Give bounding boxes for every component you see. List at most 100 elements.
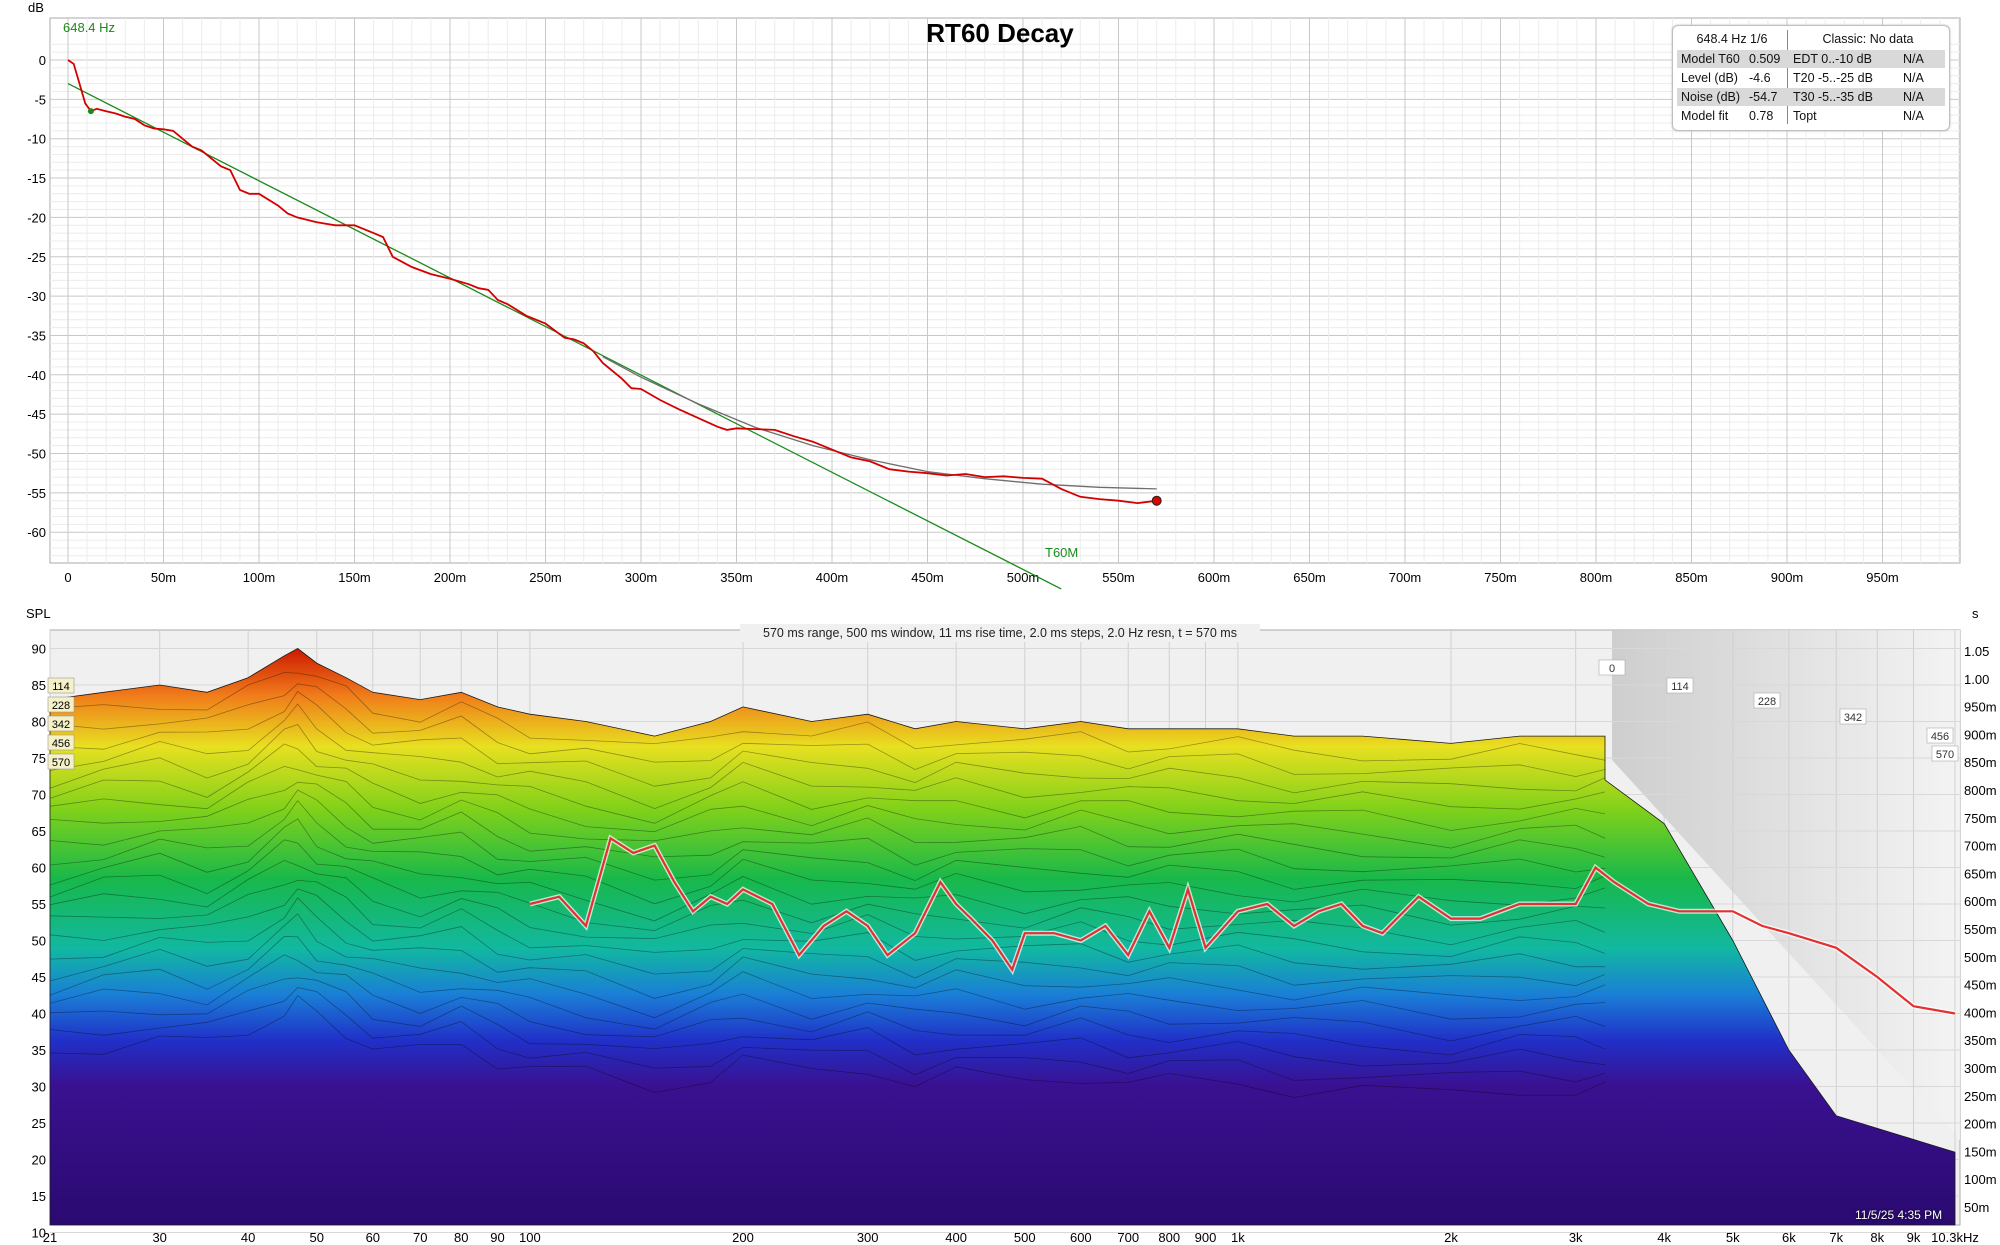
right-tick-label: 700m: [1964, 839, 1997, 854]
decay-curve-line: [67, 59, 1157, 505]
y-tick-label: -25: [27, 250, 46, 265]
y-tick-label: 90: [32, 642, 46, 657]
slice-tag-box: [47, 753, 75, 770]
x-tick-label: 400: [945, 1230, 967, 1245]
info-key: Model T60: [1681, 52, 1740, 66]
slice-line: [49, 897, 1606, 1002]
timestamp: 11/5/25 4:35 PM: [1855, 1208, 1943, 1222]
slice-tag-box: [1666, 677, 1694, 694]
slice-line: [49, 789, 1606, 890]
right-tick-label: 150m: [1964, 1144, 1997, 1159]
x-tick-label: 200m: [434, 570, 467, 585]
x-tick-label: 3k: [1569, 1230, 1583, 1245]
x-tick-label: 600: [1070, 1230, 1092, 1245]
info-key: Model fit: [1681, 109, 1729, 123]
rt60-y-ticks: 0 -5 -10 -15 -20 -25 -30 -35 -40 -45 -50 -55 -60: [27, 53, 46, 540]
x-tick-label: 100: [519, 1230, 541, 1245]
slice-line: [49, 879, 1606, 970]
right-tick-label: 950m: [1964, 700, 1997, 715]
slice-line: [49, 703, 1606, 810]
y-tick-label: 35: [32, 1043, 46, 1058]
slice-line: [49, 859, 1606, 958]
right-tick-label: 250m: [1964, 1089, 1997, 1104]
slice-line: [49, 987, 1606, 1083]
t60m-label: T60M: [1045, 545, 1078, 560]
x-tick-label: 450m: [911, 570, 944, 585]
x-tick-label: 5k: [1726, 1230, 1740, 1245]
y-tick-label: 60: [32, 861, 46, 876]
x-tick-label: 8k: [1870, 1230, 1884, 1245]
x-tick-label: 800m: [1580, 570, 1613, 585]
y-tick-label: 30: [32, 1080, 46, 1095]
decay-end-marker: [1151, 495, 1162, 506]
y-tick-label: -40: [27, 368, 46, 383]
right-tick-label: 50m: [1964, 1200, 1989, 1215]
y-tick-label: -55: [27, 486, 46, 501]
waterfall-series: [529, 834, 1956, 1016]
y-tick-label: -35: [27, 328, 46, 343]
x-tick-label: 300: [857, 1230, 879, 1245]
slice-tag-box: [1839, 708, 1867, 725]
y-tick-label: -15: [27, 171, 46, 186]
y-tick-label: -30: [27, 289, 46, 304]
slice-line: [49, 799, 1606, 906]
x-tick-label: 350m: [720, 570, 753, 585]
y-tick-label: -60: [27, 525, 46, 540]
slice-tag-label: 342: [1844, 712, 1862, 724]
x-tick-label: 850m: [1675, 570, 1708, 585]
slice-tag-box: [1598, 659, 1626, 676]
slice-line: [49, 888, 1606, 987]
rt60-info-box: 648.4 Hz 1/6 Classic: No data Model T60 …: [1672, 25, 1950, 131]
x-tick-label: 9k: [1907, 1230, 1921, 1245]
right-tick-label: 800m: [1964, 783, 1997, 798]
rt60-plot-area: [49, 17, 1961, 564]
frequency-label: 648.4 Hz: [63, 20, 116, 35]
model-line: [602, 356, 1157, 490]
x-tick-label: 650m: [1293, 570, 1326, 585]
info-divider: [1787, 30, 1788, 124]
right-tick-label: 400m: [1964, 1005, 1997, 1020]
y-tick-label: 65: [32, 824, 46, 839]
y-tick-label: 85: [32, 678, 46, 693]
params-bg: [740, 624, 1260, 642]
y-tick-label: 75: [32, 751, 46, 766]
y-tick-label: 40: [32, 1007, 46, 1022]
slice-line: [49, 781, 1606, 873]
info-value: -54.7: [1749, 90, 1778, 104]
slice-tag-box: [1931, 745, 1959, 762]
right-tick-label: 900m: [1964, 727, 1997, 742]
fit-start-marker: [87, 108, 94, 115]
right-tick-label: 200m: [1964, 1117, 1997, 1132]
slice-tag-box: [1926, 727, 1954, 744]
info-value: -4.6: [1749, 71, 1771, 85]
rt60-decay-chart: 0 -5 -10 -15 -20 -25 -30 -35 -40 -45 -50 -55 -60 0 50…: [27, 0, 1961, 590]
x-tick-label: 900m: [1771, 570, 1804, 585]
x-tick-label: 40: [241, 1230, 255, 1245]
x-tick-label: 21: [43, 1230, 57, 1245]
info-key-2: EDT 0..-10 dB: [1793, 52, 1872, 66]
waterfall-params: 570 ms range, 500 ms window, 11 ms rise …: [763, 626, 1237, 640]
right-tick-label: 550m: [1964, 922, 1997, 937]
y-tick-label: -10: [27, 132, 46, 147]
slice-tag-label: 456: [52, 738, 70, 750]
info-key-2: Topt: [1793, 109, 1817, 123]
y-tick-label: 45: [32, 970, 46, 985]
slice-line: [49, 935, 1606, 1042]
slice-line: [49, 954, 1606, 1056]
x-tick-label: 800: [1158, 1230, 1180, 1245]
right-tick-label: 1.00: [1964, 672, 1989, 687]
x-tick-label: 90: [490, 1230, 504, 1245]
waterfall-surface: [49, 648, 1956, 1226]
y-tick-label: 70: [32, 788, 46, 803]
waterfall-right-unit: s: [1972, 606, 1979, 621]
x-tick-label: 1k: [1231, 1230, 1245, 1245]
x-tick-label: 750m: [1484, 570, 1517, 585]
y-tick-label: 0: [39, 53, 46, 68]
right-tick-label: 600m: [1964, 894, 1997, 909]
slice-tag-label: 570: [52, 757, 70, 769]
x-tick-label: 700m: [1389, 570, 1422, 585]
y-tick-label: 50: [32, 934, 46, 949]
rt60-x-ticks: 0 50m 100m 150m 200m 250m 300m 350m 400m 450m 500m…: [64, 570, 1898, 585]
y-tick-label: 25: [32, 1116, 46, 1131]
x-tick-label: 950m: [1866, 570, 1899, 585]
